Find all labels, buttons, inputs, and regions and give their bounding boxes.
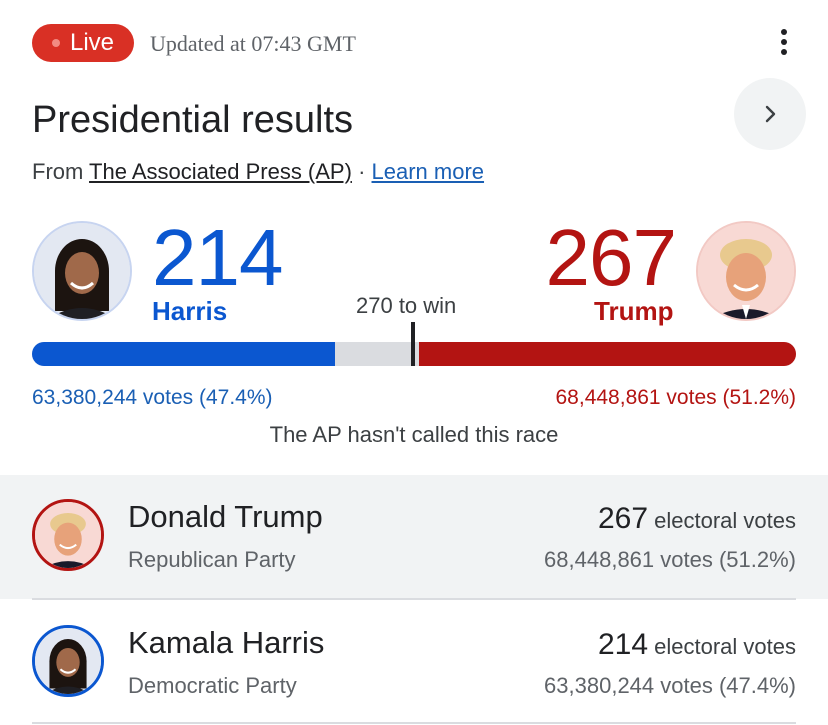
trump-label: Trump — [594, 296, 674, 326]
harris-bar-fill — [32, 342, 335, 366]
row-divider — [32, 722, 796, 724]
electoral-label: electoral votes — [654, 634, 796, 659]
live-badge: Live — [32, 24, 134, 62]
candidate-electoral-votes: 214 electoral votes — [598, 628, 796, 662]
harris-avatar — [32, 221, 132, 321]
win-threshold-marker — [411, 322, 415, 366]
harris-electoral-count: 214 — [152, 213, 283, 302]
race-status: The AP hasn't called this race — [269, 422, 559, 447]
trump-avatar — [696, 221, 796, 321]
candidate-electoral-votes: 267 electoral votes — [598, 502, 796, 536]
trump-electoral-count: 267 — [545, 213, 677, 302]
source-separator: · — [358, 159, 366, 184]
live-dot-icon — [51, 39, 60, 47]
chevron-right-icon — [765, 105, 776, 123]
electoral-count: 214 — [597, 628, 649, 661]
electoral-progress-bar — [32, 342, 796, 366]
harris-row-avatar — [32, 625, 104, 697]
electoral-count: 267 — [597, 502, 649, 535]
source-prefix: From — [32, 159, 84, 184]
next-button[interactable] — [734, 78, 806, 150]
learn-more-link[interactable]: Learn more — [371, 159, 485, 184]
publisher-link[interactable]: The Associated Press (AP) — [89, 159, 352, 184]
candidate-popular-votes: 68,448,861 votes (51.2%) — [544, 547, 796, 572]
trump-popular-votes: 68,448,861 votes (51.2%) — [555, 386, 797, 409]
candidate-popular-votes: 63,380,244 votes (47.4%) — [544, 673, 796, 698]
candidate-name: Kamala Harris — [128, 625, 325, 660]
candidate-name: Donald Trump — [128, 499, 323, 534]
harris-label: Harris — [152, 296, 228, 326]
row-divider — [32, 598, 796, 600]
updated-timestamp: Updated at 07:43 GMT — [150, 31, 356, 56]
candidate-party: Democratic Party — [128, 673, 297, 698]
live-label: Live — [69, 29, 115, 56]
candidate-party: Republican Party — [128, 547, 296, 572]
harris-popular-votes: 63,380,244 votes (47.4%) — [32, 386, 273, 409]
page-title: Presidential results — [32, 99, 354, 141]
electoral-label: electoral votes — [654, 508, 796, 533]
to-win-label: 270 to win — [356, 293, 457, 318]
candidate-row-harris[interactable]: Kamala Harris Democratic Party 214 elect… — [0, 601, 828, 725]
source-line: From The Associated Press (AP) · Learn m… — [32, 159, 484, 185]
trump-bar-fill — [418, 342, 796, 366]
trump-row-avatar — [32, 499, 104, 571]
candidate-row-trump[interactable]: Donald Trump Republican Party 267 electo… — [0, 475, 828, 599]
more-vert-icon[interactable] — [770, 26, 798, 58]
